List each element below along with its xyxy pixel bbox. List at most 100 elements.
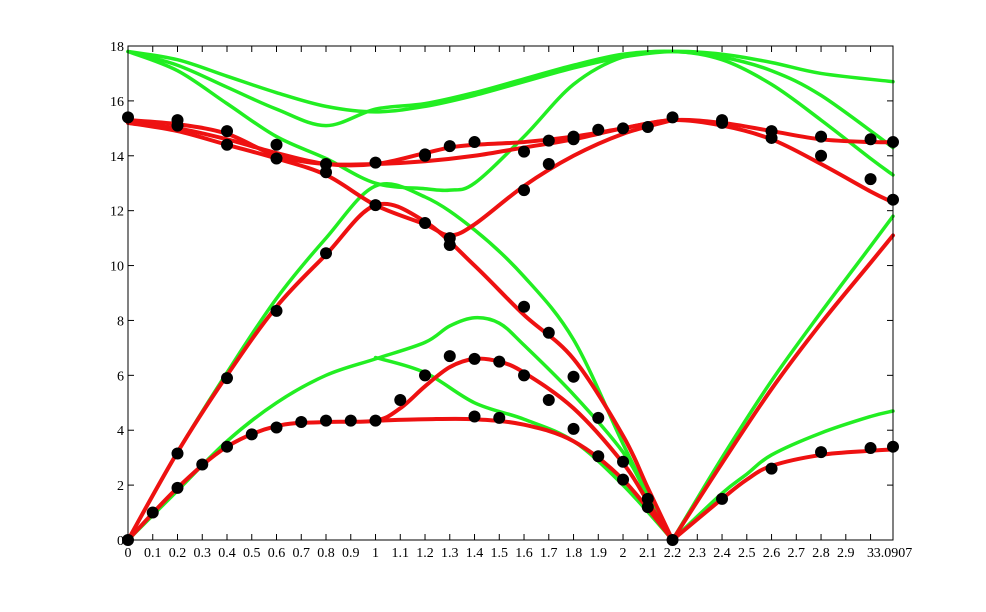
data-point [443, 350, 456, 363]
y-tick-label: 10 [110, 260, 124, 275]
y-tick-label: 18 [110, 40, 124, 55]
data-point [419, 217, 432, 230]
data-point [171, 447, 184, 460]
x-tick-label: 2.6 [763, 546, 781, 561]
data-point [270, 138, 283, 151]
data-point [221, 138, 234, 151]
x-tick-label: 0.6 [268, 546, 286, 561]
data-point [592, 123, 605, 136]
data-point [196, 458, 209, 471]
data-point [270, 304, 283, 317]
series-line-red-12 [126, 356, 675, 542]
data-point [518, 369, 531, 382]
data-point [542, 326, 555, 339]
data-point [221, 440, 234, 453]
data-point [815, 446, 828, 459]
data-point [369, 199, 382, 212]
data-point [221, 125, 234, 138]
data-point [295, 415, 308, 428]
data-point [344, 414, 357, 427]
x-tick-label: 1.9 [590, 546, 608, 561]
data-point [864, 442, 877, 455]
x-tick-label: 0.9 [342, 546, 360, 561]
data-point [320, 247, 333, 260]
x-tick-label: 0.4 [218, 546, 236, 561]
data-point [171, 481, 184, 494]
data-point [641, 120, 654, 133]
y-tick-label: 0 [117, 534, 124, 549]
x-tick-label: 1.1 [392, 546, 410, 561]
x-tick-label: 2 [620, 546, 627, 561]
data-point [171, 119, 184, 132]
data-point [320, 158, 333, 171]
data-point [146, 506, 159, 519]
x-tick-label: 2.4 [713, 546, 731, 561]
data-point [419, 369, 432, 382]
data-point [567, 133, 580, 146]
x-tick-label: 0.2 [169, 546, 187, 561]
data-point [221, 372, 234, 385]
x-tick-label: 1.2 [416, 546, 434, 561]
data-point [666, 111, 679, 124]
data-point [864, 133, 877, 146]
data-point [443, 232, 456, 245]
y-tick-label: 8 [117, 314, 124, 329]
x-tick-label: 1.4 [466, 546, 484, 561]
x-tick-label: 0 [125, 546, 132, 561]
x-tick-label: 0.1 [144, 546, 162, 561]
series-line-green-1 [126, 49, 895, 150]
x-tick-label: 1.6 [515, 546, 533, 561]
data-point [716, 492, 729, 505]
x-tick-label: 0.8 [317, 546, 335, 561]
series-line-green-4 [126, 315, 675, 542]
data-point [493, 411, 506, 424]
y-axis: 0 2 4 6 8 10 12 14 16 18 [110, 40, 893, 549]
y-tick-label: 4 [117, 424, 124, 439]
y-tick-label: 12 [110, 205, 124, 220]
series-line-green-6 [670, 214, 895, 542]
x-tick-label: 3.0907 [874, 546, 913, 561]
data-point [542, 134, 555, 147]
data-point [468, 352, 481, 365]
data-point [394, 394, 407, 407]
data-point [369, 156, 382, 169]
data-point [320, 414, 333, 427]
x-tick-label: 2.3 [689, 546, 707, 561]
data-point [270, 421, 283, 434]
data-point [567, 422, 580, 435]
x-tick-label: 1 [372, 546, 379, 561]
x-tick-label: 0.5 [243, 546, 261, 561]
y-tick-label: 2 [117, 479, 124, 494]
series-line-green-2 [126, 49, 895, 193]
data-point [245, 428, 258, 441]
data-point [641, 492, 654, 505]
plot-frame [127, 45, 894, 541]
data-point [518, 184, 531, 197]
series-line-green-0 [126, 49, 895, 114]
x-tick-label: 3 [867, 546, 874, 561]
data-point [468, 136, 481, 149]
series-line-red-11 [126, 201, 675, 542]
data-point [617, 473, 630, 486]
x-axis: 0 0.1 0.2 0.3 0.4 0.5 0.6 0.7 0.8 0.9 1 1.1 1.2 1.3 1.… [125, 46, 913, 561]
x-tick-label: 2.5 [738, 546, 756, 561]
x-tick-label: 1.7 [540, 546, 558, 561]
data-point [815, 130, 828, 143]
y-tick-label: 6 [117, 369, 124, 384]
x-tick-label: 2.7 [788, 546, 806, 561]
data-point [617, 122, 630, 135]
data-point [716, 116, 729, 129]
x-tick-label: 0.7 [293, 546, 311, 561]
data-point [518, 300, 531, 313]
x-tick-label: 0.3 [194, 546, 212, 561]
data-point [617, 455, 630, 468]
data-point [592, 411, 605, 424]
points-layer [122, 111, 899, 546]
data-point [493, 355, 506, 368]
data-point [864, 173, 877, 186]
x-tick-label: 2.9 [837, 546, 855, 561]
data-point [542, 158, 555, 171]
x-tick-label: 1.3 [441, 546, 459, 561]
